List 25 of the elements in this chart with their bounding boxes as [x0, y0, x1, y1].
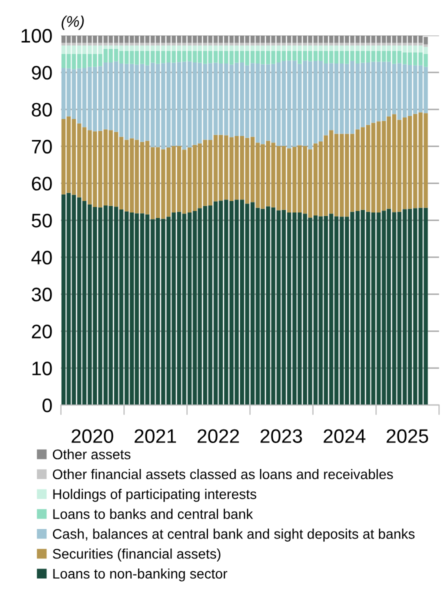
y-tick-label: 50 — [32, 214, 52, 228]
legend-label: Securities (financial assets) — [52, 548, 220, 562]
legend-label: Other assets — [52, 449, 130, 460]
x-tick-label: 2025 — [386, 429, 428, 443]
x-tick-label: 2024 — [324, 429, 366, 443]
y-tick-label: 20 — [32, 324, 52, 338]
y-tick-label: 100 — [22, 28, 52, 43]
y-tick-label: 30 — [32, 288, 52, 302]
x-tick-label: 2023 — [260, 429, 302, 443]
legend-label: Other financial assets classed as loans and receivables — [52, 468, 393, 480]
y-tick-label: 80 — [32, 102, 52, 117]
x-tick-label: 2022 — [198, 429, 239, 443]
x-tick-label: 2021 — [134, 429, 176, 443]
y-tick-label: 60 — [32, 176, 52, 191]
legend-label: Loans to banks and central bank — [53, 508, 253, 519]
legend-label: Loans to non-banking sector — [53, 568, 228, 582]
y-tick-label: 40 — [31, 250, 52, 264]
y-tick-label: 90 — [32, 66, 52, 80]
x-tick-label: 2020 — [72, 429, 114, 443]
y-tick-label: 70 — [32, 140, 52, 154]
y-axis-title: (%) — [62, 16, 84, 30]
y-tick-label: 10 — [32, 362, 52, 376]
legend-label: Cash, balances at central bank and sight deposits at banks — [52, 528, 415, 542]
y-tick-label: 0 — [42, 398, 52, 412]
legend-label: Holdings of participating interests — [53, 488, 256, 502]
